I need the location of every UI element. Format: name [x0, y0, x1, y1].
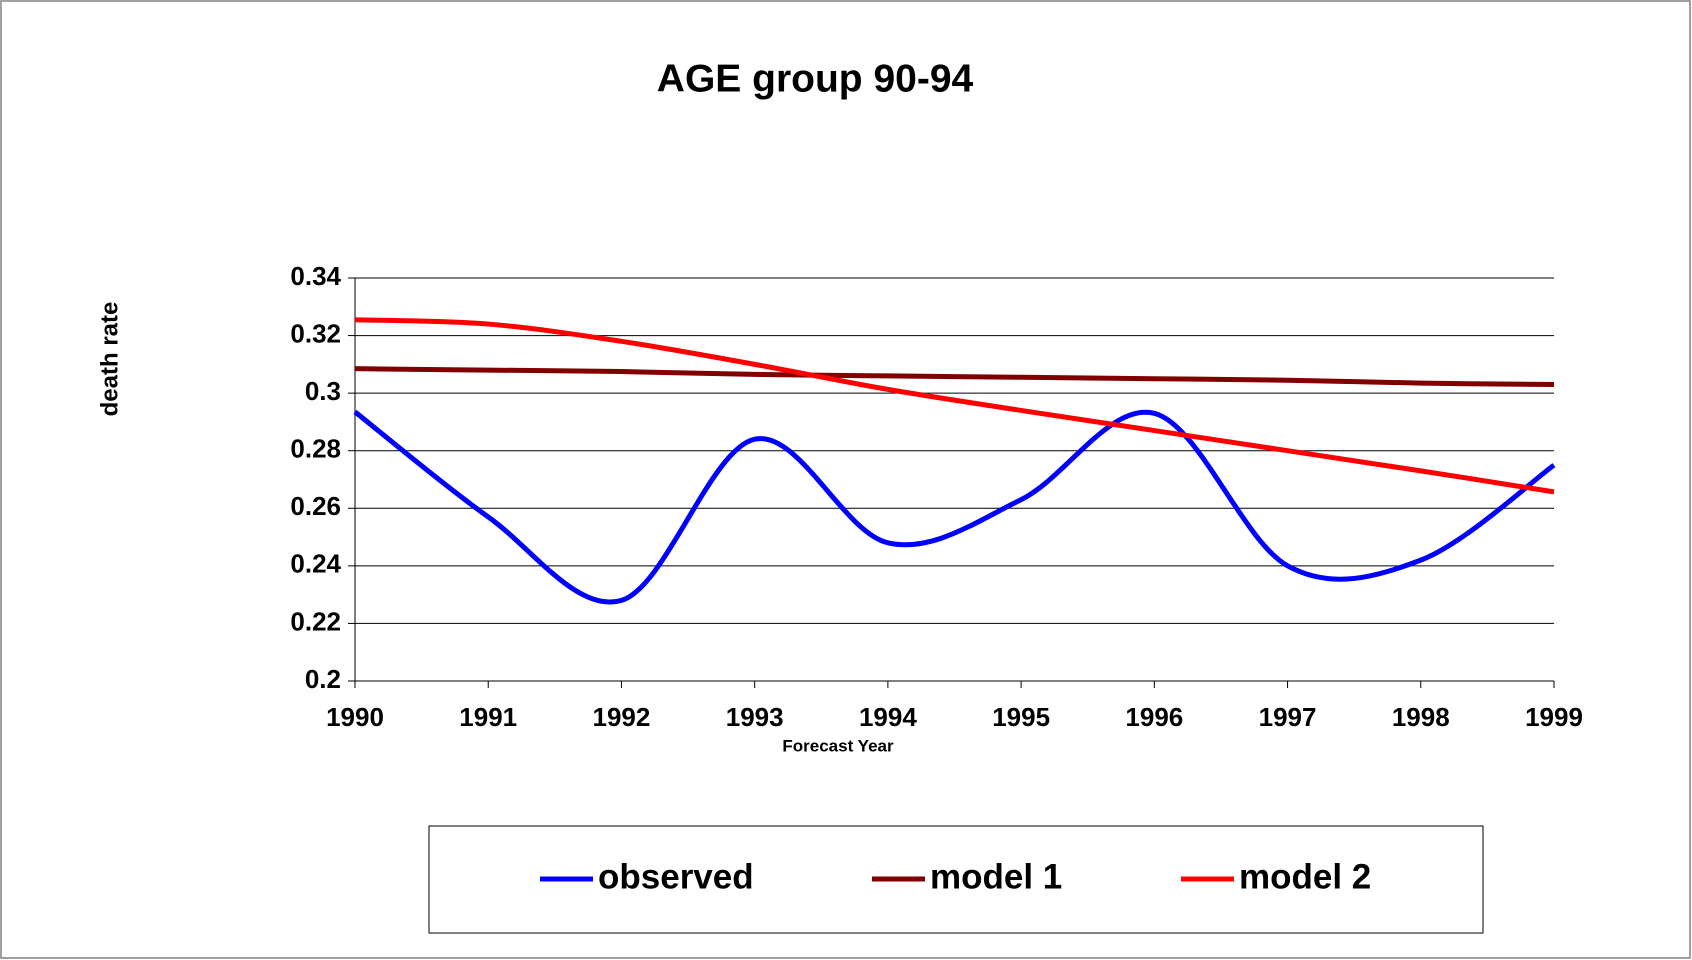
- y-tick-label: 0.26: [290, 491, 341, 521]
- x-axis-label: Forecast Year: [782, 736, 894, 755]
- legend-label: model 1: [930, 857, 1062, 896]
- x-tick-label: 1998: [1392, 702, 1450, 732]
- y-axis-label: death rate: [96, 302, 123, 417]
- y-tick-label: 0.34: [290, 261, 341, 291]
- legend-box: [428, 825, 1484, 934]
- legend-label: observed: [598, 857, 754, 896]
- y-tick-label: 0.24: [290, 549, 341, 579]
- x-tick-label: 1994: [859, 702, 917, 732]
- x-tick-label: 1997: [1259, 702, 1317, 732]
- y-tick-label: 0.2: [305, 664, 341, 694]
- x-tick-label: 1990: [326, 702, 384, 732]
- x-tick-label: 1996: [1125, 702, 1183, 732]
- y-tick-label: 0.28: [290, 434, 341, 464]
- x-tick-label: 1993: [726, 702, 784, 732]
- y-tick-label: 0.32: [290, 318, 341, 348]
- chart-title: AGE group 90-94: [657, 57, 974, 100]
- x-tick-label: 1995: [992, 702, 1050, 732]
- legend-label: model 2: [1239, 857, 1371, 896]
- y-tick-label: 0.22: [290, 606, 341, 636]
- series-line: [353, 409, 1556, 605]
- x-tick-label: 1991: [459, 702, 517, 732]
- series-line: [354, 317, 1555, 495]
- x-tick-label: 1999: [1525, 702, 1583, 732]
- series-line: [354, 366, 1555, 388]
- x-tick-label: 1992: [593, 702, 651, 732]
- y-tick-label: 0.3: [305, 376, 341, 406]
